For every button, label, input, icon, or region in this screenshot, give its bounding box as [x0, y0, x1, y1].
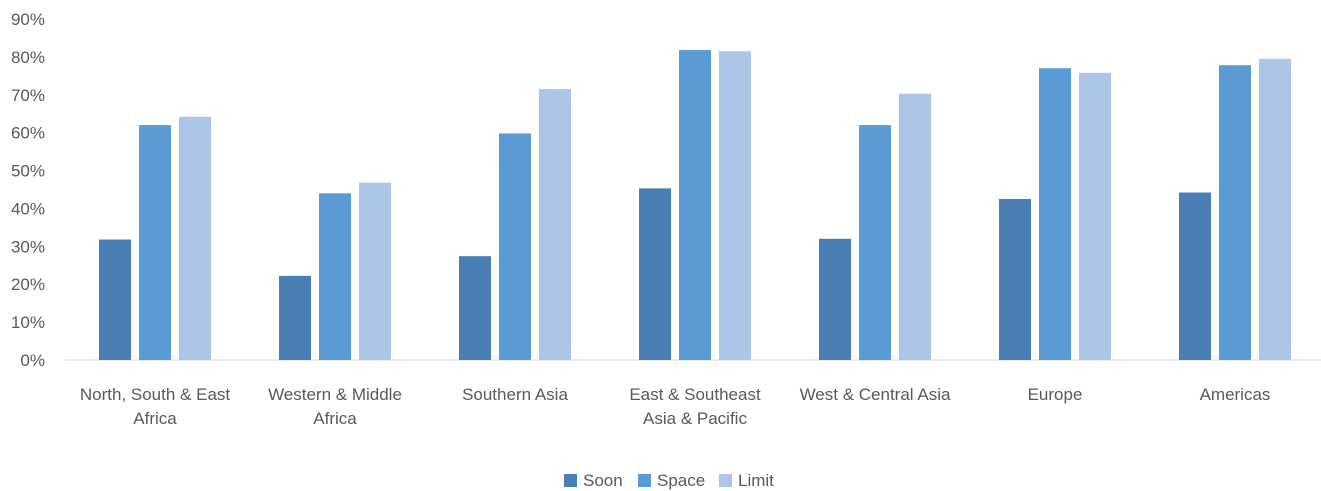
x-category-label-line: Africa	[133, 409, 177, 428]
bar-space	[499, 133, 531, 360]
bar-limit	[719, 51, 751, 360]
bar-limit	[539, 89, 571, 360]
x-category-label: West & Central Asia	[800, 385, 951, 404]
bar-soon	[99, 239, 131, 360]
legend-label-space: Space	[657, 471, 705, 490]
y-tick-label: 20%	[11, 275, 45, 294]
y-tick-label: 30%	[11, 237, 45, 256]
y-tick-label: 0%	[20, 351, 45, 370]
x-category-label-line: East & Southeast	[629, 385, 761, 404]
bar-limit	[179, 116, 211, 361]
bar-soon	[459, 256, 491, 360]
x-category-label: Americas	[1200, 385, 1271, 404]
x-category-label-line: West & Central Asia	[800, 385, 951, 404]
x-category-label-line: Americas	[1200, 385, 1271, 404]
bar-soon	[279, 275, 311, 360]
x-category-label-line: North, South & East	[80, 385, 231, 404]
legend: Soon Space Limit	[564, 471, 774, 490]
bar-space	[859, 125, 891, 360]
x-category-label: Western & Middle Africa	[268, 385, 402, 428]
y-axis-tick-labels: 0% 10% 20% 30% 40% 50% 60% 70% 80% 90%	[11, 10, 45, 370]
bars	[99, 50, 1291, 361]
bar-soon	[819, 238, 851, 360]
bar-limit	[1079, 72, 1111, 361]
y-tick-label: 60%	[11, 124, 45, 143]
y-tick-label: 70%	[11, 86, 45, 105]
x-category-label: East & Southeast Asia & Pacific	[629, 385, 761, 428]
bar-space	[1039, 68, 1071, 360]
legend-swatch-soon	[564, 474, 577, 487]
legend-swatch-limit	[719, 474, 732, 487]
y-tick-label: 90%	[11, 10, 45, 29]
legend-swatch-space	[638, 474, 651, 487]
x-category-label: Southern Asia	[462, 385, 568, 404]
y-tick-label: 80%	[11, 48, 45, 67]
bar-space	[139, 125, 171, 360]
bar-space	[319, 193, 351, 360]
y-tick-label: 10%	[11, 313, 45, 332]
bar-limit	[359, 182, 391, 360]
x-category-label: North, South & East Africa	[80, 385, 231, 428]
legend-label-soon: Soon	[583, 471, 623, 490]
y-tick-label: 50%	[11, 162, 45, 181]
x-category-label-line: Southern Asia	[462, 385, 568, 404]
y-tick-label: 40%	[11, 199, 45, 218]
bar-space	[1219, 65, 1251, 361]
bar-space	[679, 50, 711, 361]
x-category-label-line: Western & Middle	[268, 385, 402, 404]
bar-soon	[639, 188, 671, 360]
x-category-label: Europe	[1028, 385, 1083, 404]
x-category-label-line: Europe	[1028, 385, 1083, 404]
x-category-label-line: Africa	[313, 409, 357, 428]
bar-soon	[1179, 192, 1211, 360]
bar-limit	[1259, 58, 1291, 361]
bar-limit	[899, 93, 931, 360]
x-category-label-line: Asia & Pacific	[643, 409, 747, 428]
legend-label-limit: Limit	[738, 471, 774, 490]
bar-soon	[999, 198, 1031, 360]
